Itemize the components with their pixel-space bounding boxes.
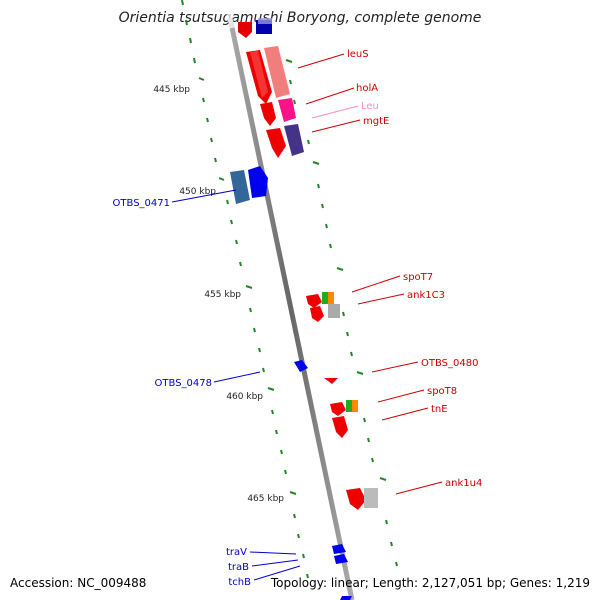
gene-spoT7-block[interactable] (306, 292, 340, 322)
gene-label-OTBS_0471[interactable]: OTBS_0471 (113, 198, 170, 209)
gene-spoT8-block[interactable] (330, 400, 358, 416)
accession-text: Accession: NC_009488 (10, 576, 147, 590)
genome-summary-text: Topology: linear; Length: 2,127,051 bp; … (270, 576, 590, 590)
gene-label-ank1C3[interactable]: ank1C3 (407, 290, 445, 301)
gene-OTBS_0478-block[interactable] (294, 360, 308, 372)
gene-label-spoT8[interactable]: spoT8 (427, 386, 457, 397)
gene-label-tnE[interactable]: tnE (431, 404, 448, 415)
gene-tnE-block[interactable] (332, 416, 348, 438)
gene-leuS-block[interactable] (246, 50, 272, 104)
gene-OTBS_0480-block[interactable] (324, 378, 338, 384)
label-connectors (171, 53, 443, 581)
gene-OTBS_0471-block[interactable] (230, 166, 268, 204)
gene-leuS-shadow (264, 46, 290, 98)
gene-label-leuS[interactable]: leuS (347, 49, 369, 60)
gene-label-OTBS_0478[interactable]: OTBS_0478 (155, 378, 212, 389)
gene-label-mgtE[interactable]: mgtE (363, 116, 389, 127)
gene-label-holA[interactable]: holA (356, 83, 378, 94)
gene-label-traV[interactable]: traV (226, 547, 247, 558)
tick-label: 460 kbp (226, 392, 263, 402)
right-dotted-guide (285, 59, 398, 567)
tick-label: 450 kbp (179, 187, 216, 197)
gene-label-Leu[interactable]: Leu (361, 101, 379, 112)
gene-tra-cluster[interactable] (332, 544, 352, 600)
tick-label: 465 kbp (247, 494, 284, 504)
gene-label-spoT7[interactable]: spoT7 (403, 272, 433, 283)
gene-red-small[interactable] (260, 102, 276, 126)
gene-ank1u4-block[interactable] (346, 488, 378, 510)
top-partial-features (238, 18, 272, 38)
gene-label-OTBS_0480[interactable]: OTBS_0480 (421, 358, 478, 369)
left-dotted-guide (181, 0, 309, 579)
gene-holA-block[interactable] (278, 98, 296, 122)
page-title: Orientia tsutsugamushi Boryong, complete… (118, 10, 482, 26)
tick-label: 455 kbp (204, 290, 241, 300)
gene-mgtE-block[interactable] (266, 124, 304, 158)
genome-axis (227, 17, 355, 600)
gene-label-tchB[interactable]: tchB (228, 577, 251, 588)
gene-label-ank1u4[interactable]: ank1u4 (445, 478, 482, 489)
gene-label-traB[interactable]: traB (228, 562, 249, 573)
genome-axis-highlight (223, 0, 235, 29)
tick-label: 445 kbp (153, 85, 190, 95)
